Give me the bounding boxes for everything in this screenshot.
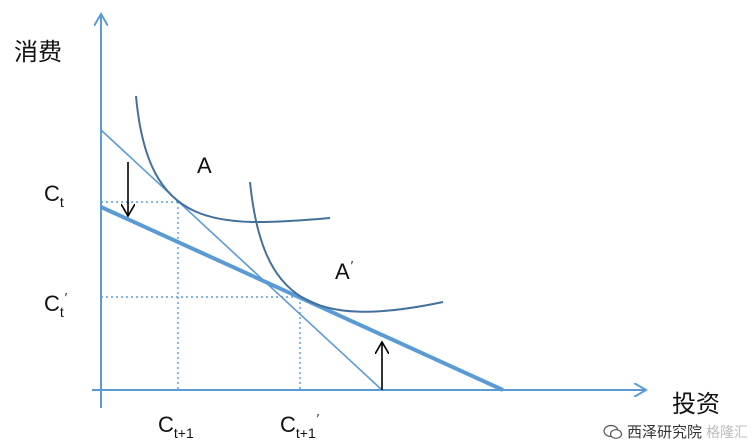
shifted-budget-line — [100, 205, 504, 392]
watermark: 西泽研究院 格隆汇 — [603, 421, 748, 442]
indifference-curve-a-prime — [249, 181, 444, 313]
watermark-brand: 格隆汇 — [706, 424, 748, 441]
y-axis-title: 消费 — [14, 38, 62, 66]
ct1-label: Ct+1 — [158, 412, 194, 441]
curve-a-label: A — [197, 153, 212, 178]
wechat-icon — [603, 424, 623, 439]
original-budget-line — [100, 129, 383, 391]
curve-a-prime-label: A′ — [335, 258, 354, 284]
indifference-curve-a — [135, 95, 331, 224]
watermark-source: 西泽研究院 — [626, 423, 702, 441]
ct1-prime-label: Ct+1′ — [280, 411, 320, 441]
ct-label: Ct — [44, 181, 64, 210]
ct-prime-label: Ct′ — [44, 290, 68, 320]
x-axis-title: 投资 — [672, 390, 720, 418]
